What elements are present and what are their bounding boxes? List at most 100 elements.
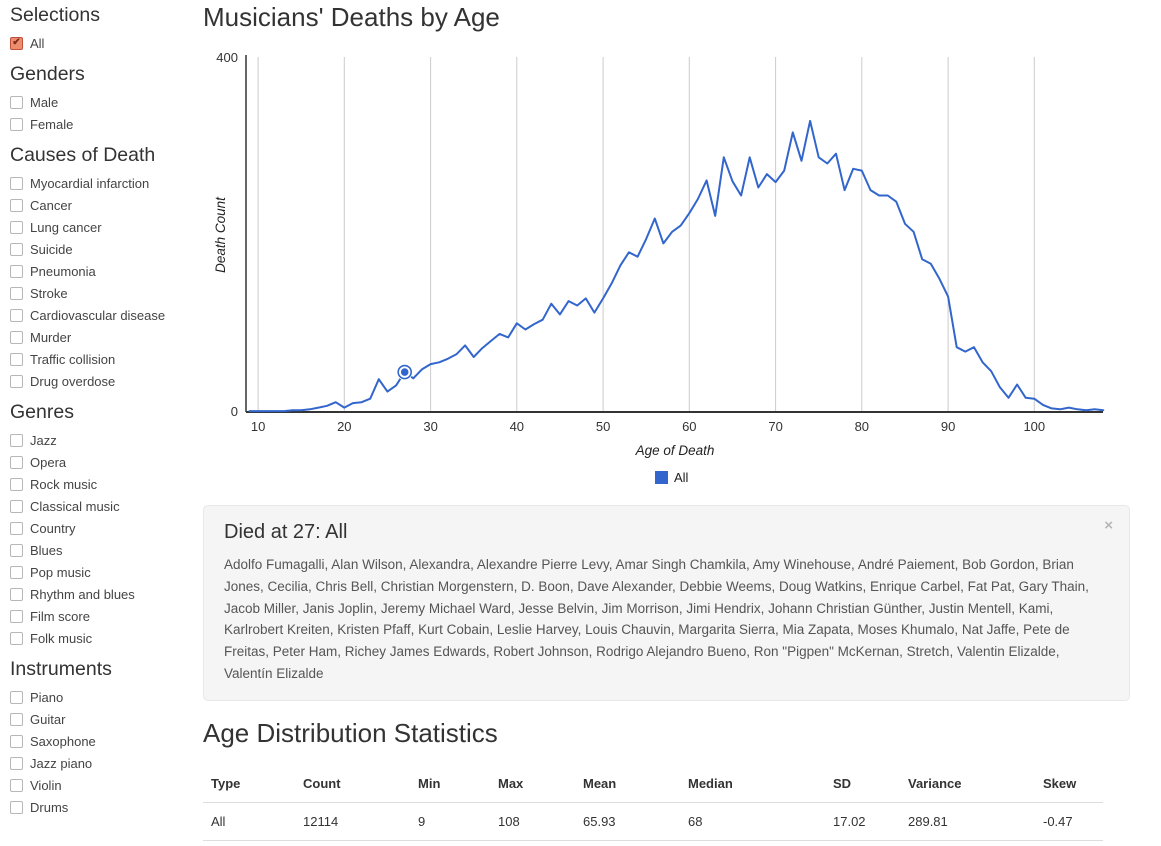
stats-col-variance: Variance	[900, 765, 1035, 803]
selected-point-marker[interactable]	[400, 368, 409, 376]
series-line-all[interactable]	[248, 119, 1105, 413]
checkbox-unchecked-icon[interactable]	[10, 543, 23, 557]
checkbox-label: Saxophone	[30, 733, 96, 749]
checkbox-item-myocardial-infarction[interactable]: Myocardial infarction	[10, 175, 202, 191]
checkbox-unchecked-icon[interactable]	[10, 286, 23, 300]
checkbox-item-folk-music[interactable]: Folk music	[10, 630, 202, 646]
checkbox-unchecked-icon[interactable]	[10, 95, 23, 109]
section-heading-genres: Genres	[10, 401, 74, 423]
checkbox-item-jazz-piano[interactable]: Jazz piano	[10, 755, 202, 771]
checkbox-unchecked-icon[interactable]	[10, 455, 23, 469]
checkbox-label: Country	[30, 520, 76, 536]
checkbox-label: Lung cancer	[30, 219, 102, 235]
checkbox-unchecked-icon[interactable]	[10, 800, 23, 814]
checkbox-item-pneumonia[interactable]: Pneumonia	[10, 263, 202, 279]
checkbox-item-pop-music[interactable]: Pop music	[10, 564, 202, 580]
checkbox-label: Opera	[30, 454, 67, 470]
section-heading-instruments: Instruments	[10, 658, 112, 680]
selected-point-ring	[397, 364, 412, 380]
checkbox-item-murder[interactable]: Murder	[10, 329, 202, 345]
checkbox-item-saxophone[interactable]: Saxophone	[10, 733, 202, 749]
checkbox-unchecked-icon[interactable]	[10, 242, 23, 256]
checkbox-unchecked-icon[interactable]	[10, 477, 23, 491]
checkbox-checked-icon[interactable]: ✔	[10, 36, 23, 50]
line-chart[interactable]: 400 0 10 20 30 40 50 60 70 80 90 100 Age of Death Dea…	[203, 45, 1151, 490]
legend-swatch	[655, 471, 668, 484]
x-tick-label: 60	[682, 419, 696, 434]
checkbox-unchecked-icon[interactable]	[10, 198, 23, 212]
checkbox-label: Male	[30, 94, 59, 110]
checkbox-unchecked-icon[interactable]	[10, 117, 23, 131]
checkbox-label: Suicide	[30, 241, 73, 257]
checkbox-item-stroke[interactable]: Stroke	[10, 285, 202, 301]
checkbox-item-rhythm-and-blues[interactable]: Rhythm and blues	[10, 586, 202, 602]
checkbox-item-blues[interactable]: Blues	[10, 542, 202, 558]
checkbox-item-drums[interactable]: Drums	[10, 799, 202, 815]
x-tick-label: 50	[596, 419, 610, 434]
checkbox-label: Myocardial infarction	[30, 175, 150, 191]
checkbox-unchecked-icon[interactable]	[10, 631, 23, 645]
checkbox-unchecked-icon[interactable]	[10, 587, 23, 601]
stats-cell: 9	[410, 802, 490, 841]
stats-cell: 12114	[295, 802, 410, 841]
checkbox-unchecked-icon[interactable]	[10, 330, 23, 344]
close-icon[interactable]: ×	[1104, 517, 1113, 534]
x-tick-label: 100	[1023, 419, 1045, 434]
stats-cell: 17.02	[825, 802, 900, 841]
checkbox-unchecked-icon[interactable]	[10, 756, 23, 770]
checkbox-item-suicide[interactable]: Suicide	[10, 241, 202, 257]
section-heading-selections: Selections	[10, 4, 100, 26]
checkbox-item-male[interactable]: Male	[10, 94, 202, 110]
checkbox-item-guitar[interactable]: Guitar	[10, 711, 202, 727]
checkbox-unchecked-icon[interactable]	[10, 609, 23, 623]
musician-names: Adolfo Fumagalli, Alan Wilson, Alexandra…	[224, 557, 1089, 681]
checkbox-label: All	[30, 35, 45, 51]
checkbox-label: Murder	[30, 329, 72, 345]
section-heading-causes-of-death: Causes of Death	[10, 144, 156, 166]
checkbox-item-all[interactable]: ✔ All	[10, 35, 202, 51]
checkbox-unchecked-icon[interactable]	[10, 264, 23, 278]
checkbox-item-traffic-collision[interactable]: Traffic collision	[10, 351, 202, 367]
main-content: Musicians' Deaths by Age 400 0 10 20 30 40 50 6…	[203, 0, 1151, 846]
checkbox-label: Guitar	[30, 711, 66, 727]
checkbox-unchecked-icon[interactable]	[10, 778, 23, 792]
checkbox-unchecked-icon[interactable]	[10, 176, 23, 190]
checkbox-unchecked-icon[interactable]	[10, 352, 23, 366]
stats-cell: 68	[680, 802, 825, 841]
checkbox-label: Stroke	[30, 285, 68, 301]
checkbox-unchecked-icon[interactable]	[10, 712, 23, 726]
x-tick-label: 30	[423, 419, 437, 434]
detail-panel: × Died at 27: All Adolfo Fumagalli, Alan…	[203, 505, 1130, 701]
checkbox-unchecked-icon[interactable]	[10, 308, 23, 322]
checkbox-item-classical-music[interactable]: Classical music	[10, 498, 202, 514]
stats-cell: -0.47	[1035, 802, 1103, 841]
checkbox-label: Jazz piano	[30, 755, 93, 771]
checkbox-unchecked-icon[interactable]	[10, 374, 23, 388]
checkbox-item-female[interactable]: Female	[10, 116, 202, 132]
y-tick-label-max: 400	[216, 50, 238, 65]
checkbox-item-lung-cancer[interactable]: Lung cancer	[10, 219, 202, 235]
checkbox-item-country[interactable]: Country	[10, 520, 202, 536]
stats-row: All 12114 9 108 65.93 68 17.02 289.81 -0.47	[203, 802, 1103, 841]
checkbox-unchecked-icon[interactable]	[10, 690, 23, 704]
checkbox-item-opera[interactable]: Opera	[10, 454, 202, 470]
checkbox-item-piano[interactable]: Piano	[10, 689, 202, 705]
checkbox-unchecked-icon[interactable]	[10, 565, 23, 579]
checkbox-item-rock-music[interactable]: Rock music	[10, 476, 202, 492]
checkbox-unchecked-icon[interactable]	[10, 521, 23, 535]
checkbox-unchecked-icon[interactable]	[10, 499, 23, 513]
stats-col-skew: Skew	[1035, 765, 1103, 803]
checkbox-item-film-score[interactable]: Film score	[10, 608, 202, 624]
stats-col-mean: Mean	[575, 765, 680, 803]
checkbox-unchecked-icon[interactable]	[10, 433, 23, 447]
checkbox-unchecked-icon[interactable]	[10, 220, 23, 234]
checkbox-unchecked-icon[interactable]	[10, 734, 23, 748]
checkbox-item-cancer[interactable]: Cancer	[10, 197, 202, 213]
x-tick-label: 10	[251, 419, 265, 434]
checkbox-item-jazz[interactable]: Jazz	[10, 432, 202, 448]
checkbox-item-drug-overdose[interactable]: Drug overdose	[10, 373, 202, 389]
y-tick-label-min: 0	[231, 404, 238, 419]
x-tick-label: 20	[337, 419, 351, 434]
checkbox-item-violin[interactable]: Violin	[10, 777, 202, 793]
checkbox-item-cardiovascular-disease[interactable]: Cardiovascular disease	[10, 307, 202, 323]
